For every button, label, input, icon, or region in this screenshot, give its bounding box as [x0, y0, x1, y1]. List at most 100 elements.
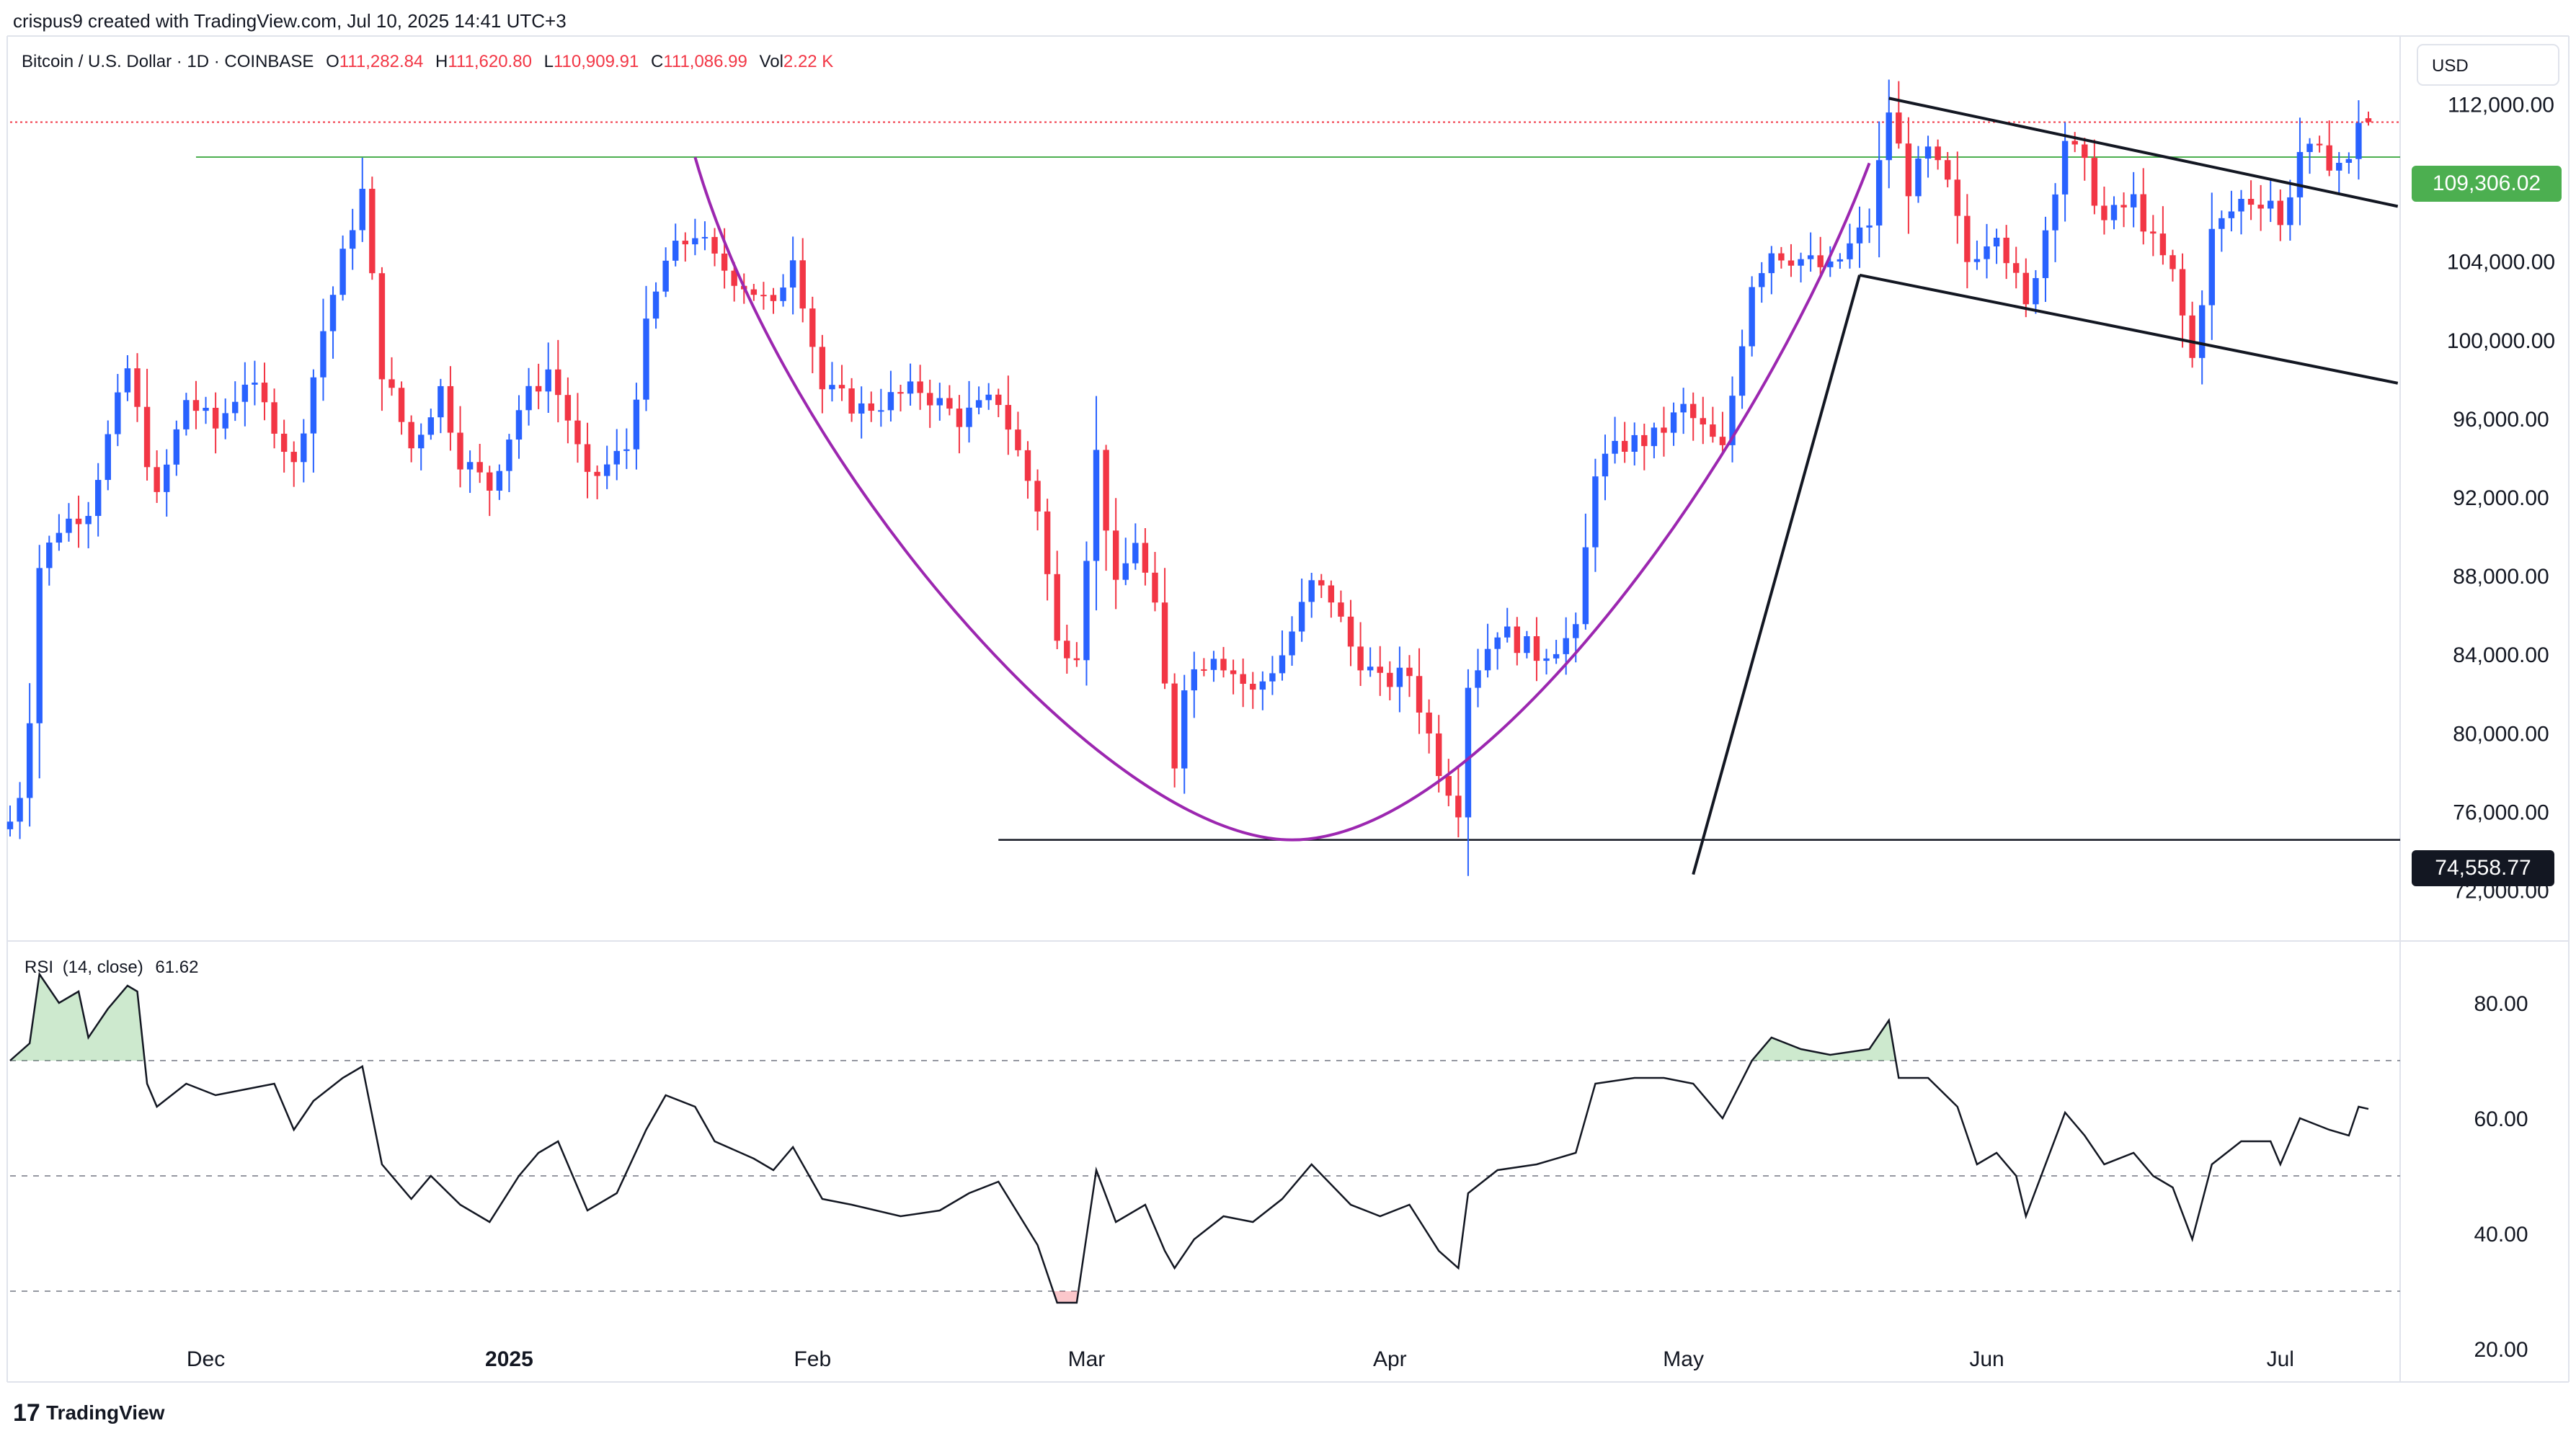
candle-body	[164, 464, 170, 492]
candle-body	[427, 417, 435, 435]
candle-body	[55, 532, 63, 543]
price-tick-label: 84,000.00	[2453, 643, 2549, 667]
candle-body	[1338, 602, 1344, 617]
candle-body	[1064, 641, 1070, 659]
candle-body	[917, 381, 923, 393]
candle-body	[1670, 412, 1677, 433]
candle-body	[2013, 263, 2020, 273]
candle-body	[369, 189, 376, 274]
candle-body	[1406, 667, 1413, 677]
candle-body	[1230, 670, 1237, 674]
candle-body	[770, 295, 777, 301]
candle-body	[819, 347, 826, 390]
candle-body	[1093, 450, 1100, 561]
candle-body	[2159, 233, 2167, 256]
candle-body	[1680, 403, 1687, 413]
candle-body	[2169, 255, 2176, 269]
candle-body	[173, 429, 180, 465]
candle-body	[1533, 636, 1540, 661]
symbol-ohlc-legend: Bitcoin / U.S. Dollar · 1D · COINBASE O1…	[22, 52, 833, 71]
time-tick-label: Apr	[1373, 1347, 1407, 1371]
ohlc-high-value: 111,620.80	[448, 52, 532, 71]
currency-button[interactable]: USD	[2417, 44, 2559, 86]
candle-body	[555, 369, 561, 396]
candle-body	[838, 385, 845, 389]
rsi-tick-label: 20.00	[2474, 1338, 2528, 1362]
candle-body	[613, 450, 620, 465]
candle-body	[1847, 243, 1853, 259]
candle-body	[1621, 440, 1628, 452]
time-tick-label: Dec	[187, 1347, 225, 1371]
candle-body	[2257, 205, 2264, 209]
candle-body	[1710, 424, 1716, 437]
candle-body	[2189, 315, 2195, 358]
candle-body	[1807, 255, 1814, 259]
candle-body	[1817, 255, 1824, 267]
candle-body	[1573, 624, 1579, 638]
candle-body	[2316, 143, 2323, 146]
candle-body	[339, 249, 346, 295]
candle-body	[418, 434, 425, 449]
candle-body	[2003, 237, 2009, 264]
candle-body	[105, 434, 111, 481]
candlestick-series	[6, 79, 2372, 876]
candle-body	[2247, 199, 2255, 205]
price-tick-label: 100,000.00	[2447, 329, 2555, 353]
candle-body	[506, 440, 512, 471]
candle-body	[975, 400, 982, 408]
candle-body	[652, 291, 659, 319]
candle-body	[858, 403, 865, 414]
candle-body	[1651, 427, 1658, 447]
candle-body	[75, 518, 82, 525]
candle-body	[1465, 687, 1472, 818]
candle-body	[2238, 199, 2244, 212]
candle-body	[2091, 158, 2098, 206]
ohlc-close-key: C	[651, 52, 663, 71]
time-tick-label: 2025	[485, 1347, 533, 1371]
candle-body	[1944, 160, 1951, 180]
candle-body	[1191, 669, 1197, 691]
price-tick-label: 104,000.00	[2447, 251, 2555, 275]
candle-body	[1044, 511, 1051, 574]
candle-body	[545, 369, 551, 392]
candle-body	[966, 407, 972, 427]
candle-body	[1973, 259, 1981, 262]
candle-body	[1964, 215, 1971, 262]
cup-curve	[693, 156, 1871, 842]
candle-body	[301, 433, 307, 463]
candle-body	[1984, 246, 1990, 259]
candle-body	[946, 398, 953, 409]
candle-body	[1171, 683, 1178, 769]
candle-body	[1827, 261, 1834, 267]
candle-body	[1367, 666, 1374, 671]
rsi-params: (14, close)	[63, 958, 143, 977]
candle-body	[1024, 450, 1031, 481]
price-annotations	[10, 121, 2400, 841]
currency-button-frame[interactable]	[2417, 44, 2559, 86]
candle-body	[487, 472, 493, 491]
candle-body	[887, 392, 894, 411]
tradingview-logo: 17 TradingView	[13, 1399, 165, 1427]
candle-body	[85, 516, 92, 525]
candle-body	[1347, 616, 1354, 647]
candle-body	[1592, 476, 1599, 548]
candle-body	[1689, 403, 1697, 419]
candle-body	[1387, 672, 1393, 687]
candle-body	[809, 308, 816, 347]
rsi-value: 61.62	[155, 958, 198, 977]
candle-body	[1896, 112, 1902, 144]
candle-body	[349, 230, 356, 249]
currency-label[interactable]: USD	[2432, 56, 2469, 76]
ohlc-open-key: O	[326, 52, 339, 71]
candle-body	[1875, 160, 1883, 226]
candle-body	[290, 452, 297, 463]
candle-body	[94, 480, 102, 517]
candle-body	[2179, 269, 2186, 316]
candle-body	[1083, 561, 1090, 661]
candle-body	[2071, 141, 2078, 145]
pattern-drawings	[693, 97, 2399, 875]
time-tick-label: May	[1663, 1347, 1704, 1371]
candle-body	[868, 403, 874, 411]
candle-body	[1553, 654, 1560, 659]
